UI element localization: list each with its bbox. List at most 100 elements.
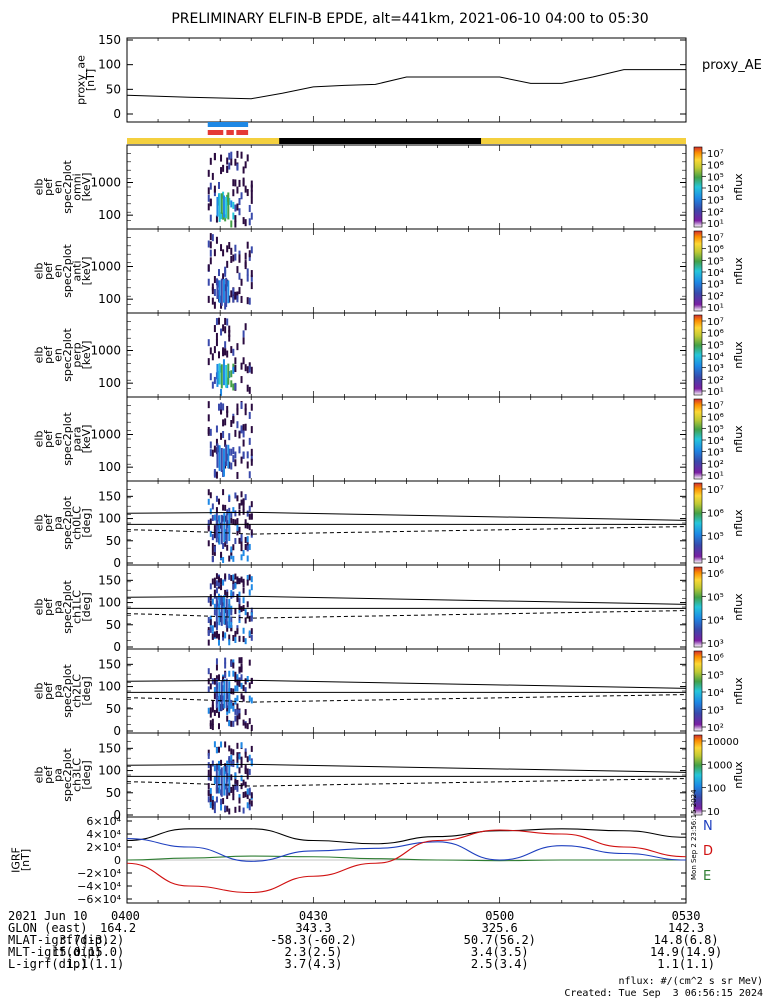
spec-pixel [250,448,253,456]
spec-pixel [211,803,214,810]
spec-pixel [234,459,237,467]
spec-pixel [244,617,247,624]
spec-core [228,763,231,793]
spec-core [218,515,221,545]
spec-pixel [220,328,223,336]
spec-pixel [230,420,233,428]
colorbar-label: nflux [732,593,745,621]
ylabel-line: [keV] [80,425,93,454]
footer-value: 1.1(1.1) [66,957,125,971]
spec-pixel [211,578,214,585]
spec-pixel [238,794,241,801]
ylabel-line: spec2plot [61,496,74,550]
spec-core [220,278,223,306]
spec-pixel [209,157,212,165]
spec-pixel [217,576,220,583]
spec-pixel [248,789,251,796]
spec-pixel [250,196,253,204]
spec-pixel [242,166,245,174]
ylabel-line: elb [32,515,45,532]
spec-pixel [211,556,214,563]
spec-pixel [230,660,233,667]
colorbar-label-text: nflux [732,761,745,789]
spec-pixel [240,540,243,547]
energy-tick-label: 1000 [90,260,121,274]
spec-pixel [222,504,225,511]
spec-pixel [240,742,243,749]
spec-pixel [232,254,235,262]
spec-pixel [228,639,231,646]
spec-pixel [226,165,229,173]
spec-pixel [209,707,212,714]
colorbar-label-text: nflux [732,509,745,537]
spec-pixel [209,449,212,457]
colorbar-tick-label: 10⁶ [707,413,724,424]
footer-value: -58.3(-60.2) [270,933,357,947]
spec-pixel [215,332,218,340]
spec-pixel [248,718,251,725]
spec-pixel [222,542,225,549]
spec-pixel [213,346,216,354]
spec-pixel [222,596,225,603]
spec-pixel [244,423,247,431]
ylabel-line: [nT] [19,849,32,871]
spec-pixel [246,555,249,562]
spec-pixel [250,366,253,374]
spec-pixel [244,748,247,755]
side-stamp: Mon Sep 2 23:56:15 2024 [690,789,698,880]
spec-pixel [244,709,247,716]
spec-pixel [220,741,223,748]
colorbar [693,230,703,312]
spec-pixel [220,804,223,811]
spec-pixel [209,508,212,515]
spec-pixel [240,456,243,464]
spec-pixel [215,706,218,713]
proxy-ae-line [126,69,686,100]
spec-pixel [238,635,241,642]
spec-pixel [215,318,218,326]
spec-pixel [246,536,249,543]
spec-core [228,598,231,629]
footer-value: 142.3 [668,921,705,935]
spec-pixel [246,268,249,276]
spec-pixel [224,341,227,349]
spec-pixel [250,454,253,462]
spec-core [225,364,228,388]
footer-value: 0430 [298,909,328,923]
spec-pixel [207,707,210,714]
spec-pixel [207,796,210,803]
colorbar-tick-label: 10¹ [707,471,724,482]
spec-pixel [236,524,239,531]
spec-pixel [220,578,223,585]
spec-pixel [211,678,214,685]
spec-core [223,595,226,625]
spec-pixel [222,403,225,411]
spectrogram-pixels [207,657,253,731]
spec-pixel [228,670,231,677]
spec-pixel [238,607,241,614]
spec-pixel [248,505,251,512]
colorbar-tick-label: 10³ [707,639,724,650]
spec-pixel [213,525,216,532]
spec-pixel [222,676,225,683]
spec-pixel [248,411,251,419]
spec-pixel [236,529,239,536]
footer-value: 14.8(6.8) [653,933,719,947]
spec-pixel [207,749,210,756]
spec-pixel [217,723,220,730]
pa-tick-label: 150 [98,573,121,587]
loss-cone-line [126,679,687,689]
spec-pixel [248,615,251,622]
spec-pixel [209,600,212,607]
spec-pixel [224,632,227,639]
energy-tick-label: 100 [98,376,121,390]
spec-core [216,443,219,468]
spec-pixel [230,220,233,228]
ylabel-line: en [51,348,64,362]
ylabel-line: elb [32,767,45,784]
spec-pixel [211,760,214,767]
footer-value: 3.7(-3.2) [59,933,125,947]
ylabel-line: en [51,432,64,446]
